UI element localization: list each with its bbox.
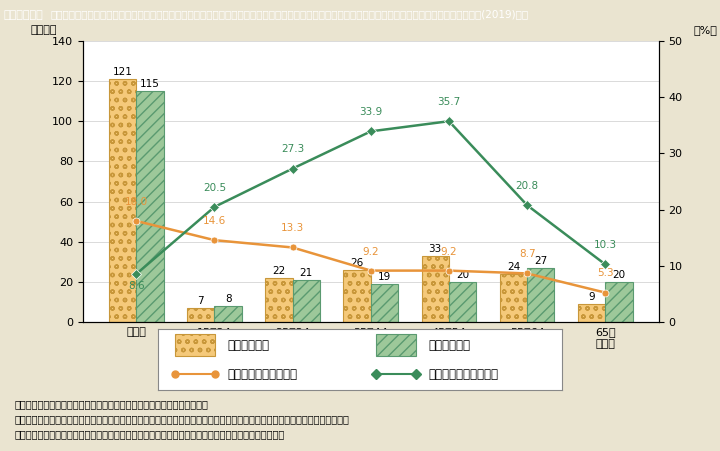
Text: 33: 33 bbox=[428, 244, 442, 254]
Text: 5.3: 5.3 bbox=[597, 268, 613, 278]
Text: 24: 24 bbox=[507, 262, 520, 272]
Bar bbox=[136, 91, 163, 322]
Text: いている主な理由が「正規の職員・従業員の仕事がないから」とする者の人数及び割合。: いている主な理由が「正規の職員・従業員の仕事がないから」とする者の人数及び割合。 bbox=[14, 429, 284, 439]
Bar bbox=[215, 306, 242, 322]
Bar bbox=[578, 304, 606, 322]
Text: 18.0: 18.0 bbox=[125, 197, 148, 207]
Text: 115: 115 bbox=[140, 79, 160, 89]
Text: 8.7: 8.7 bbox=[519, 249, 536, 259]
Text: 19: 19 bbox=[378, 272, 391, 282]
Text: 20.5: 20.5 bbox=[203, 183, 226, 193]
Bar bbox=[606, 282, 633, 322]
Text: 7: 7 bbox=[197, 296, 204, 306]
Text: 21: 21 bbox=[300, 268, 313, 278]
Text: 27: 27 bbox=[534, 256, 547, 266]
Text: 割合（男性，右目盛）: 割合（男性，右目盛） bbox=[428, 368, 498, 381]
Bar bbox=[527, 268, 554, 322]
Bar bbox=[449, 282, 477, 322]
Text: 13.3: 13.3 bbox=[281, 223, 305, 234]
Text: （備考）１．総務省「労働力調査（詳細集計）」（令和元年）より作成。: （備考）１．総務省「労働力調査（詳細集計）」（令和元年）より作成。 bbox=[14, 399, 208, 409]
Text: 非正規雇用労働者のうち，現職の雇用形態についている主な理由が「正規の職員・従業員の仕事がないから」とする者の人数及び割合（男女別，令和元(2019)年）: 非正規雇用労働者のうち，現職の雇用形態についている主な理由が「正規の職員・従業員… bbox=[50, 9, 528, 20]
Text: 9.2: 9.2 bbox=[362, 247, 379, 257]
Text: 26: 26 bbox=[351, 258, 364, 268]
Text: ２．非正規の職員・従業員（現職の雇用形態についている理由が不明である者を除く。）のうち，現職の雇用形態につ: ２．非正規の職員・従業員（現職の雇用形態についている理由が不明である者を除く。）… bbox=[14, 414, 349, 424]
Text: Ｉ－２－７図: Ｉ－２－７図 bbox=[4, 9, 43, 20]
Text: （%）: （%） bbox=[693, 25, 717, 35]
Bar bbox=[187, 308, 215, 322]
Bar bbox=[109, 79, 136, 322]
Text: 9: 9 bbox=[588, 292, 595, 302]
Text: 14.6: 14.6 bbox=[203, 216, 226, 226]
Text: 20: 20 bbox=[613, 270, 626, 280]
Bar bbox=[422, 256, 449, 322]
Text: 22: 22 bbox=[272, 266, 286, 276]
Text: 20: 20 bbox=[456, 270, 469, 280]
Text: 8.6: 8.6 bbox=[128, 281, 145, 291]
Bar bbox=[500, 274, 527, 322]
Bar bbox=[265, 278, 292, 322]
Text: 10.3: 10.3 bbox=[594, 240, 617, 250]
Bar bbox=[371, 284, 398, 322]
Text: 27.3: 27.3 bbox=[281, 144, 305, 154]
Text: （万人）: （万人） bbox=[31, 25, 58, 35]
Text: 人数（男性）: 人数（男性） bbox=[428, 339, 471, 352]
Text: 9.2: 9.2 bbox=[441, 247, 457, 257]
Text: 35.7: 35.7 bbox=[437, 97, 461, 107]
Bar bbox=[292, 280, 320, 322]
Bar bbox=[343, 270, 371, 322]
Text: 121: 121 bbox=[113, 67, 132, 77]
Text: 8: 8 bbox=[225, 295, 232, 304]
Text: 33.9: 33.9 bbox=[359, 107, 382, 117]
Text: 割合（女性，右目盛）: 割合（女性，右目盛） bbox=[227, 368, 297, 381]
Text: 人数（女性）: 人数（女性） bbox=[227, 339, 269, 352]
Text: 20.8: 20.8 bbox=[516, 181, 539, 191]
